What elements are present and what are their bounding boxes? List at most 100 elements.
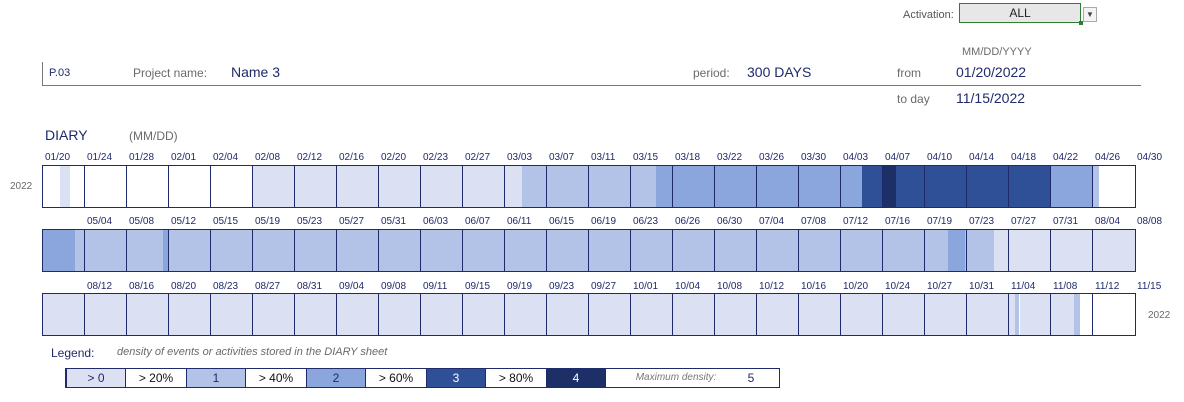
date-label: 11/15: [1137, 281, 1162, 292]
activation-label: Activation:: [903, 9, 954, 21]
day-divider: [546, 166, 547, 207]
date-label: 07/04: [759, 216, 785, 227]
legend-threshold: > 60%: [378, 371, 414, 385]
day-divider: [756, 294, 757, 335]
date-label: 07/23: [969, 216, 995, 227]
from-label: from: [897, 66, 921, 80]
date-label: 07/16: [885, 216, 911, 227]
diary-title: DIARY: [45, 127, 88, 143]
project-name-label: Project name:: [133, 66, 208, 80]
date-label: 04/10: [927, 152, 953, 163]
date-label: 01/28: [129, 152, 155, 163]
date-label: 06/11: [507, 216, 532, 227]
legend-bar: > 0 > 20% 1 > 40% 2 > 60% 3 > 80% 4 Maximum densi…: [65, 368, 780, 388]
date-label: 02/08: [255, 152, 281, 163]
date-label: 01/20: [45, 152, 71, 163]
date-label: 05/19: [255, 216, 281, 227]
day-divider: [126, 294, 127, 335]
date-label: 11/12: [1095, 281, 1120, 292]
date-label: 10/20: [843, 281, 869, 292]
date-label: 09/04: [339, 281, 365, 292]
day-divider: [924, 294, 925, 335]
date-label: 07/19: [927, 216, 953, 227]
date-label: 03/26: [759, 152, 785, 163]
legend-swatch: 2: [306, 369, 366, 387]
date-label: 07/31: [1053, 216, 1079, 227]
activation-select[interactable]: ALL: [959, 3, 1083, 25]
day-divider: [924, 166, 925, 207]
day-divider: [756, 166, 757, 207]
date-label: 04/22: [1053, 152, 1079, 163]
day-divider: [588, 294, 589, 335]
date-label: 06/30: [717, 216, 743, 227]
day-divider: [798, 294, 799, 335]
day-divider: [378, 166, 379, 207]
day-divider: [756, 230, 757, 271]
date-label: 07/27: [1011, 216, 1037, 227]
day-divider: [966, 166, 967, 207]
density-segment: [162, 230, 169, 271]
day-divider: [1008, 166, 1009, 207]
date-label: 04/14: [969, 152, 995, 163]
day-divider: [126, 230, 127, 271]
date-label: 08/31: [297, 281, 323, 292]
day-divider: [588, 166, 589, 207]
from-date: 01/20/2022: [956, 64, 1027, 80]
date-label: 03/07: [549, 152, 575, 163]
date-label: 05/31: [381, 216, 407, 227]
day-divider: [1008, 294, 1009, 335]
density-segment: [43, 294, 1016, 335]
to-label: to day: [897, 92, 930, 106]
day-divider: [672, 230, 673, 271]
date-label: 02/01: [171, 152, 197, 163]
day-divider: [672, 166, 673, 207]
date-label: 01/24: [87, 152, 113, 163]
date-label: 06/26: [675, 216, 701, 227]
date-label: 05/15: [213, 216, 239, 227]
max-density-label: Maximum density:: [635, 372, 717, 383]
date-label: 08/20: [171, 281, 197, 292]
diary-row: [42, 293, 1136, 336]
diary-row: [42, 165, 1136, 208]
density-segment: [1051, 166, 1093, 207]
day-divider: [294, 166, 295, 207]
date-label: 03/30: [801, 152, 827, 163]
date-label: 10/24: [885, 281, 911, 292]
density-segment: [1093, 166, 1100, 207]
density-segment: [43, 166, 60, 207]
day-divider: [714, 166, 715, 207]
day-divider: [882, 230, 883, 271]
period-value: 300 DAYS: [747, 64, 812, 80]
to-date: 11/15/2022: [956, 90, 1026, 106]
day-divider: [1050, 166, 1051, 207]
date-label: 09/23: [549, 281, 575, 292]
date-label: 10/08: [717, 281, 743, 292]
date-label: 04/30: [1137, 152, 1163, 163]
day-divider: [966, 294, 967, 335]
chevron-down-icon[interactable]: ▼: [1083, 7, 1097, 22]
day-divider: [1092, 294, 1093, 335]
day-divider: [840, 294, 841, 335]
density-segment: [1015, 294, 1020, 335]
legend-description: density of events or activities stored i…: [117, 346, 388, 358]
day-divider: [630, 294, 631, 335]
project-name: Name 3: [231, 64, 281, 80]
date-label: 06/19: [591, 216, 617, 227]
day-divider: [294, 230, 295, 271]
day-divider: [966, 230, 967, 271]
density-segment: [1074, 294, 1081, 335]
date-label: 02/12: [297, 152, 323, 163]
diary-row: [42, 229, 1136, 272]
day-divider: [462, 294, 463, 335]
date-label: 10/31: [969, 281, 995, 292]
day-divider: [168, 230, 169, 271]
date-label: 06/03: [423, 216, 449, 227]
date-label: 03/15: [633, 152, 659, 163]
date-label: 04/18: [1011, 152, 1037, 163]
day-divider: [252, 294, 253, 335]
date-label: 04/07: [885, 152, 911, 163]
date-label: 05/08: [129, 216, 155, 227]
day-divider: [252, 166, 253, 207]
day-divider: [168, 294, 169, 335]
day-divider: [714, 294, 715, 335]
